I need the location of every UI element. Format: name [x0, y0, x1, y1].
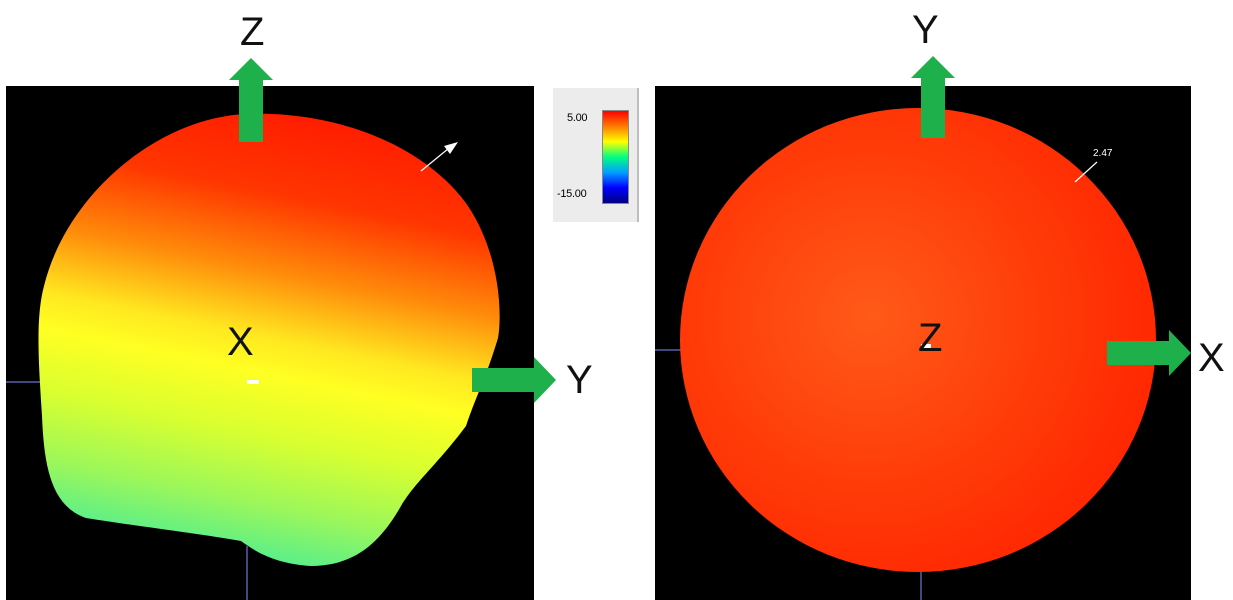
right-pattern-svg: [655, 108, 1156, 600]
left-probe-head: [444, 142, 458, 154]
right-center-marker: [921, 344, 931, 348]
left-center-axis-label: X: [227, 320, 254, 364]
left-pattern-view: [6, 86, 534, 600]
right-center-axis-label: Z: [918, 316, 943, 360]
left-right-arrow: [472, 357, 556, 403]
colorbar-max-label: 5.00: [567, 112, 588, 124]
colorbar: 5.00 -15.00: [553, 88, 639, 222]
right-pattern-view: 2.47: [655, 86, 1191, 600]
right-right-arrow: [1107, 330, 1191, 376]
left-right-axis-label: Y: [566, 358, 593, 402]
left-pattern-svg: [6, 113, 500, 600]
right-probe-value: 2.47: [1093, 148, 1113, 159]
right-radiation-pattern: [680, 108, 1156, 572]
left-top-axis-label: Z: [240, 10, 265, 54]
right-top-axis-label: Y: [912, 8, 939, 52]
colorbar-min-label: -15.00: [557, 188, 587, 200]
right-probe-line: [1074, 161, 1098, 183]
right-top-arrow: [911, 56, 955, 138]
left-radiation-pattern: [38, 113, 500, 566]
left-top-arrow: [229, 58, 273, 142]
colorbar-gradient: [602, 110, 629, 204]
left-center-marker: [247, 380, 259, 384]
right-right-axis-label: X: [1198, 336, 1225, 380]
